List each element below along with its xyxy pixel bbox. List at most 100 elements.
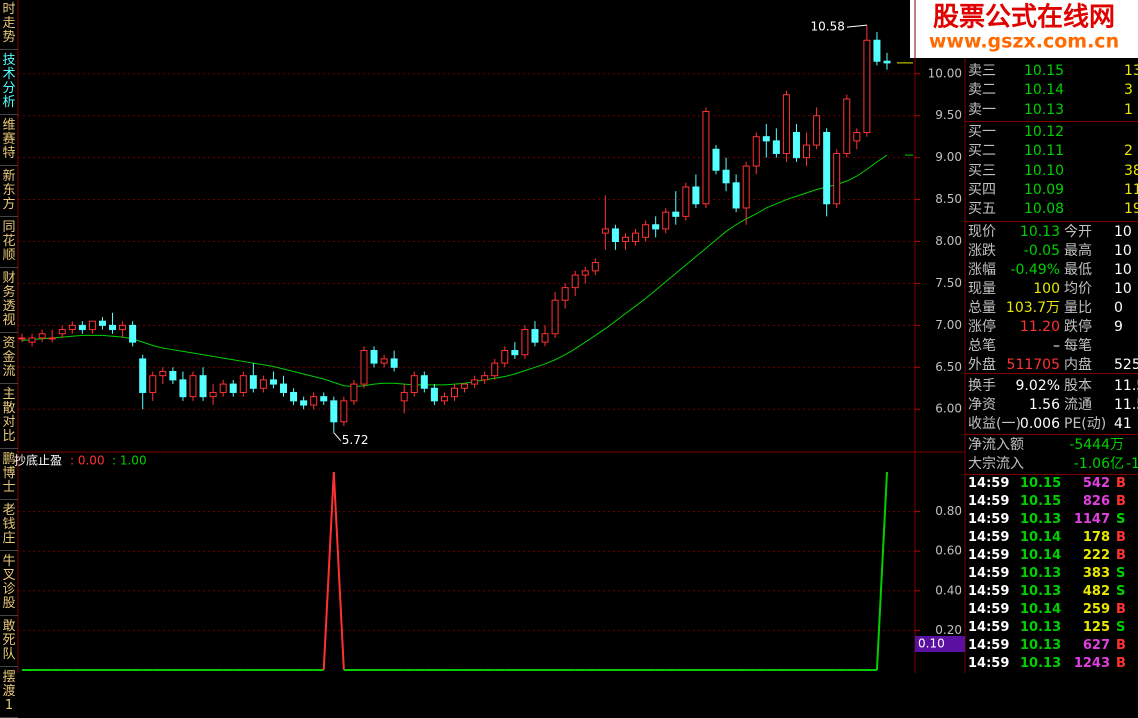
stat-label: 跌停 [1064,319,1092,336]
y-tick-label: 6.50 [935,360,962,374]
stat-value: 103.7万 [1005,300,1060,317]
side-tab: 维赛特 [0,116,18,166]
stat-value: 5255 [1114,357,1138,374]
candle-body [370,350,378,364]
separator [965,373,1138,375]
candle-body [88,320,96,331]
book-vol: 38 [1124,162,1138,179]
side-tab: 新东方 [0,167,18,217]
candle-body [662,211,670,230]
tick-vol: 1147 [1073,512,1110,528]
tick-time: 14:59 [968,512,1010,528]
side-tab: 时走势 [0,0,18,50]
book-price: 10.09 [1024,181,1065,198]
book-price: 10.10 [1024,162,1065,179]
book-price: 10.12 [1024,123,1065,140]
side-tab: 鹏博士 [0,450,18,500]
candle-body [601,228,609,234]
stat-label: 内盘 [1064,357,1092,374]
book-price: 10.15 [1024,63,1065,79]
candle-body [742,165,750,209]
tick-side: S [1116,566,1126,582]
tick-time: 14:59 [968,638,1010,654]
candle-body [561,287,569,301]
book-label: 卖二 [968,82,996,99]
book-vol: 2 [1124,143,1133,160]
indicator-segment [332,471,345,671]
tick-vol: 125 [1082,620,1110,636]
candle-body [712,148,720,171]
tick-side: B [1116,476,1126,492]
stat-label: 净资 [968,397,996,414]
candle-body [813,115,821,146]
candle-body [611,228,619,243]
stat-value: 10.13 [1019,224,1060,241]
tick-vol: 542 [1082,476,1110,492]
tick-vol: 627 [1082,638,1110,654]
indicator-segment [875,471,888,671]
candle-body [782,94,790,154]
candle-body [179,379,187,398]
candle-body [491,362,499,377]
candle-body [772,140,780,154]
flow-value: -5444万 [1069,437,1124,454]
candle-body [98,320,106,326]
side-tab: 资金流 [0,334,18,384]
tick-time: 14:59 [968,602,1010,618]
tick-price: 10.13 [1020,584,1062,600]
candle-body [330,400,338,423]
indicator-title: 抄底止盈 [14,453,62,468]
book-label: 卖三 [968,63,996,79]
tick-vol: 222 [1082,548,1110,564]
candle-body [682,186,690,217]
y-tick-label: 10.00 [928,66,962,80]
tick-time: 14:59 [968,620,1010,636]
book-vol: 19 [1124,201,1138,218]
candle-body [269,379,277,385]
stat-value: 10 [1114,243,1132,260]
candle-body [310,396,318,406]
separator [965,474,1138,476]
separator [965,434,1138,436]
candle-body [18,337,26,340]
candle-body [722,169,730,184]
candle-body [189,375,197,398]
candle-body [581,270,589,276]
tick-side: B [1116,656,1126,672]
candle-body [390,358,398,368]
side-tab: 牛叉诊股 [0,552,18,616]
tick-price: 10.13 [1020,620,1062,636]
candle-body [792,131,800,159]
y-tick-label: 7.50 [935,276,962,290]
stat-value: 511705 [1006,357,1060,374]
stat-label: 最低 [1064,262,1092,279]
candle-body [591,261,599,272]
watermark-title: 股票公式在线网 [933,3,1115,33]
tick-time: 14:59 [968,494,1010,510]
candle-body [531,329,539,343]
stat-label: 均价 [1064,281,1092,298]
stat-value: 10 [1114,224,1132,241]
candle-body [28,337,36,343]
candle-body [752,136,760,167]
book-price: 10.13 [1024,101,1065,118]
indicator-segment [322,471,335,671]
stat-value: -0.49% [1010,262,1060,279]
ma-line [21,154,888,388]
tick-time: 14:59 [968,530,1010,546]
tick-side: B [1116,602,1126,618]
tick-price: 10.15 [1020,476,1062,492]
stat-label: 涨停 [968,319,996,336]
flow-value: -1.06亿 [1073,456,1124,473]
stat-label: 流通 [1064,397,1092,414]
stat-value: 10 [1114,262,1132,279]
stat-value: – [1053,338,1060,355]
tick-side: B [1116,494,1126,510]
current-label: 0.10 [918,637,945,651]
candle-body [420,375,428,389]
candle-body [38,333,46,339]
candle-body [621,236,629,243]
candle-body [109,324,117,331]
stat-label: 量比 [1064,300,1092,317]
candle-body [48,337,56,340]
